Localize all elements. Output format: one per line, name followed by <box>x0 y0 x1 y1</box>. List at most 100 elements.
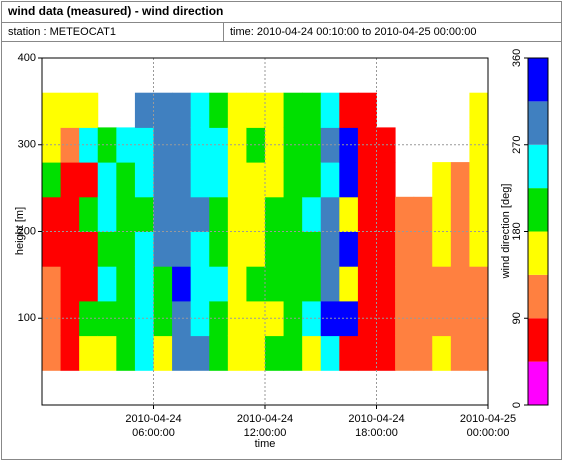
cell <box>134 231 154 267</box>
plot-frame <box>41 57 489 406</box>
cell <box>209 231 229 267</box>
cell <box>60 335 80 371</box>
cell <box>134 196 154 232</box>
cell <box>283 196 303 232</box>
cell <box>172 162 192 198</box>
cell <box>357 335 377 371</box>
cell <box>450 266 470 302</box>
y-tick-label: 300 <box>18 139 36 151</box>
cell <box>339 127 359 163</box>
cell <box>357 196 377 232</box>
cell <box>42 92 62 128</box>
cell <box>209 335 229 371</box>
cell <box>79 162 99 198</box>
cell <box>376 162 396 198</box>
chart-title: wind data (measured) - wind direction <box>7 4 223 18</box>
cell <box>302 266 322 302</box>
cell <box>79 231 99 267</box>
cell <box>79 196 99 232</box>
cell <box>469 196 489 232</box>
cell <box>450 300 470 337</box>
x-tick-label-line: 12:00:00 <box>244 427 287 439</box>
cell <box>79 92 99 128</box>
cell <box>227 196 247 232</box>
cell <box>469 335 489 371</box>
cell <box>395 231 415 267</box>
cell <box>209 162 229 198</box>
colorbar-tick-label: 270 <box>511 136 523 154</box>
cell <box>246 92 266 128</box>
cell <box>357 231 377 267</box>
cell <box>283 335 303 371</box>
cell <box>134 335 154 371</box>
cell <box>413 335 433 371</box>
cell <box>283 266 303 302</box>
x-tick-label-line: 2010-04-24 <box>125 413 181 425</box>
cell <box>432 335 452 371</box>
cell <box>320 335 340 371</box>
cell <box>395 300 415 337</box>
cell <box>116 231 136 267</box>
cell <box>172 335 192 371</box>
cell <box>450 335 470 371</box>
cell <box>357 162 377 198</box>
cell <box>79 266 99 302</box>
cell <box>116 266 136 302</box>
y-tick-label: 100 <box>18 312 36 324</box>
cell <box>209 92 229 128</box>
x-tick-label: 2010-04-24 06:00:00 <box>125 413 181 439</box>
time-range: time: 2010-04-24 00:10:00 to 2010-04-25 … <box>230 26 476 38</box>
x-tick-label-line: 00:00:00 <box>467 427 510 439</box>
cell <box>134 300 154 337</box>
colorbar-bin <box>528 274 548 319</box>
cell <box>227 300 247 337</box>
cell <box>172 231 192 267</box>
cell <box>413 266 433 302</box>
cell <box>283 92 303 128</box>
cell <box>42 335 62 371</box>
cell <box>97 266 117 302</box>
cell <box>97 335 117 371</box>
cell <box>190 127 210 163</box>
cell <box>302 335 322 371</box>
colorbar-tick-label: 90 <box>511 312 523 324</box>
cell <box>153 162 173 198</box>
cell <box>190 266 210 302</box>
cell <box>60 196 80 232</box>
cell <box>42 162 62 198</box>
cell <box>283 300 303 337</box>
cell <box>190 162 210 198</box>
cell <box>153 266 173 302</box>
cell <box>172 127 192 163</box>
cell <box>469 162 489 198</box>
cell <box>227 92 247 128</box>
cell <box>227 127 247 163</box>
cell <box>60 162 80 198</box>
cell <box>134 266 154 302</box>
cell <box>42 196 62 232</box>
cell <box>79 335 99 371</box>
y-axis-label: height [m] <box>14 207 26 255</box>
cell <box>339 231 359 267</box>
cell <box>190 196 210 232</box>
x-tick-label-line: 06:00:00 <box>132 427 175 439</box>
cell <box>153 196 173 232</box>
cell <box>413 231 433 267</box>
y-tick-label: 400 <box>18 52 36 64</box>
cell <box>469 266 489 302</box>
cell <box>79 127 99 163</box>
cell <box>246 162 266 198</box>
cell <box>395 335 415 371</box>
colorbar-tick-label: 0 <box>511 402 523 408</box>
cell <box>413 196 433 232</box>
colorbar-bin <box>528 231 548 275</box>
cell <box>153 231 173 267</box>
x-axis-label: time <box>255 438 276 450</box>
colorbar-tick-label: 180 <box>511 222 523 240</box>
cell <box>97 196 117 232</box>
cell <box>60 231 80 267</box>
cell <box>320 266 340 302</box>
cell <box>190 335 210 371</box>
cell <box>376 266 396 302</box>
